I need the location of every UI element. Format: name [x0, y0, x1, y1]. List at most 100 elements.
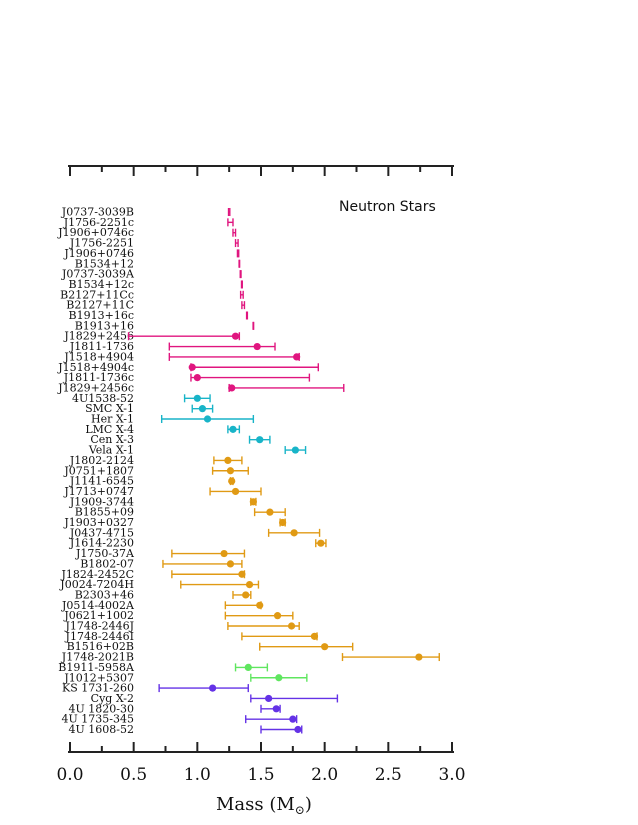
pulsar-label: J0437-4715 — [69, 526, 134, 539]
pulsar-label: J1829+2456 — [63, 330, 134, 343]
mass-marker — [293, 353, 301, 361]
pulsar-label: J1906+0746 — [63, 247, 134, 260]
x-axis-title-main: Mass (M — [216, 794, 295, 815]
mass-marker — [245, 581, 254, 589]
x-tick-label: 3.0 — [438, 765, 465, 785]
pulsar-label: J1748-2446I — [65, 630, 134, 643]
mass-marker — [228, 477, 236, 485]
pulsar-label: J1614-2230 — [69, 537, 134, 550]
mass-marker — [290, 529, 298, 537]
mass-marker — [224, 456, 232, 464]
mass-marker — [265, 694, 273, 703]
mass-marker — [273, 612, 282, 620]
pulsar-label: J1903+0327 — [63, 516, 134, 529]
mass-marker — [188, 363, 196, 371]
mass-marker — [198, 405, 207, 413]
mass-marker — [317, 539, 325, 547]
pulsar-label: J1713+0747 — [63, 485, 134, 498]
pulsar-label: J1811-1736c — [63, 371, 134, 384]
pulsar-label: SMC X-1 — [85, 402, 134, 415]
pulsar-label: J0621+1002 — [63, 609, 134, 622]
mass-marker — [229, 425, 237, 433]
pulsar-label: J0751+1807 — [63, 464, 134, 477]
pulsar-label: Vela X-1 — [88, 444, 134, 457]
pulsar-label: J1750-37A — [75, 547, 135, 560]
pulsar-label: J1829+2456c — [57, 381, 134, 394]
x-axis-title-close: ) — [305, 794, 312, 815]
mass-marker — [321, 643, 329, 651]
pulsar-label: J1748-2021B — [61, 651, 134, 664]
mass-marker — [256, 436, 264, 444]
pulsar-label: B2303+46 — [75, 588, 134, 601]
x-tick-label: 0.0 — [56, 765, 83, 785]
pulsar-label: J1811-1736 — [69, 340, 134, 353]
mass-marker — [256, 601, 264, 609]
mass-marker — [226, 467, 235, 475]
pulsar-label: J1756-2251c — [63, 216, 134, 229]
mass-marker — [231, 332, 240, 340]
mass-marker — [231, 487, 240, 496]
mass-marker — [266, 508, 274, 516]
pulsar-label: B2127+11C — [66, 299, 134, 312]
mass-marker — [253, 342, 261, 351]
mass-marker — [228, 384, 236, 392]
x-tick-labels: 0.0 0.5 1.0 1.5 2.0 2.5 3.0 — [56, 765, 465, 785]
pulsar-label: 4U 1820-30 — [69, 702, 134, 715]
mass-marker — [275, 674, 283, 682]
x-tick-label: 0.5 — [120, 765, 147, 785]
mass-marker — [193, 394, 201, 402]
x-axis-title: Mass (M⊙) — [216, 794, 312, 817]
mass-marker — [291, 446, 299, 454]
pulsar-label: 4U 1608-52 — [69, 723, 134, 736]
pulsar-label: J1012+5307 — [63, 671, 134, 684]
mass-marker — [272, 705, 280, 713]
mass-marker — [203, 415, 212, 423]
pulsar-label: J1802-2124 — [69, 454, 134, 467]
pulsar-label: J1756-2251 — [69, 237, 134, 250]
bottom-axis — [68, 742, 454, 753]
pulsar-label: J1141-6545 — [69, 475, 134, 488]
pulsar-label: B1855+09 — [75, 506, 134, 519]
pulsar-label: B1516+02B — [67, 640, 134, 653]
pulsar-label: J0737-3039B — [61, 206, 134, 219]
pulsar-label: J1748-2446J — [64, 620, 134, 633]
pulsar-label: B2127+11Cc — [60, 288, 134, 301]
pulsar-label: J1824-2452C — [60, 568, 134, 581]
pulsar-label: B1913+16 — [75, 319, 134, 332]
x-axis-title-sun: ⊙ — [295, 803, 305, 817]
pulsar-label: 4U1538-52 — [72, 392, 134, 405]
mass-marker — [238, 570, 246, 578]
top-axis — [68, 165, 454, 176]
pulsar-label: Cyg X-2 — [91, 692, 134, 705]
pulsar-label: KS 1731-260 — [62, 682, 134, 695]
pulsar-label: B1911-5958A — [58, 661, 135, 674]
mass-marker — [193, 374, 201, 382]
pulsar-label: B1802-07 — [80, 557, 134, 570]
x-tick-label: 1.0 — [184, 765, 211, 785]
pulsar-label: J1518+4904 — [63, 350, 134, 363]
pulsar-label: J0737-3039A — [61, 268, 135, 281]
mass-marker — [310, 632, 319, 640]
pulsar-label: LMC X-4 — [85, 423, 134, 436]
pulsar-label: B1534+12 — [75, 257, 134, 270]
x-tick-label: 1.5 — [247, 765, 274, 785]
mass-marker — [249, 498, 257, 506]
mass-marker — [242, 591, 250, 599]
pulsar-label: 4U 1735-345 — [62, 713, 134, 726]
pulsar-label: J1909-3744 — [69, 495, 134, 508]
x-tick-label: 2.0 — [311, 765, 338, 785]
x-tick-label: 2.5 — [375, 765, 402, 785]
data-markers — [188, 332, 423, 734]
mass-marker — [220, 549, 228, 558]
pulsar-label: J0024-7204H — [59, 578, 134, 591]
mass-marker — [415, 653, 423, 661]
mass-marker — [209, 684, 217, 692]
pulsar-labels: J0737-3039BJ1756-2251cJ1906+0746cJ1756-2… — [57, 206, 135, 737]
pulsar-label: J0514-4002A — [61, 599, 135, 612]
pulsar-label: J1518+4904c — [57, 361, 134, 374]
pulsar-label: B1534+12c — [69, 278, 134, 291]
mass-marker — [226, 560, 235, 568]
mass-marker — [287, 622, 296, 630]
mass-marker — [244, 663, 252, 672]
